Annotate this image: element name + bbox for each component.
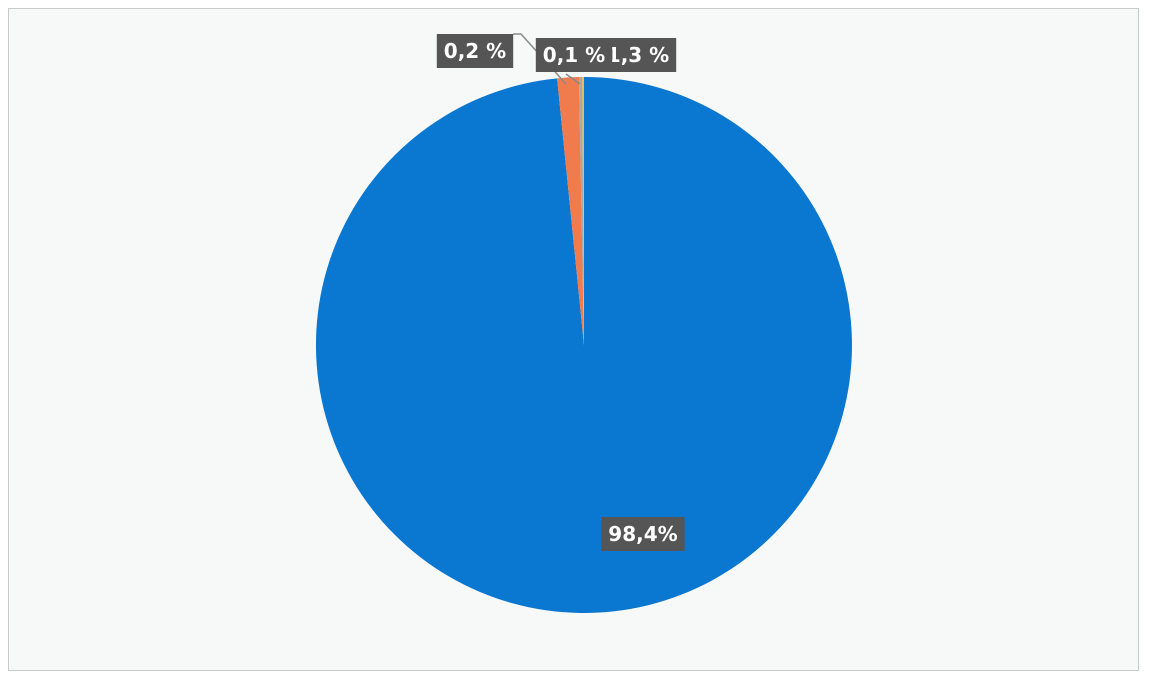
pie-slice-0 — [315, 77, 852, 613]
pie-slices — [315, 77, 852, 613]
data-label-3: 0,1 % — [535, 38, 613, 72]
data-label-text-0: 98,4% — [608, 522, 677, 546]
data-label-box-3 — [535, 38, 613, 72]
data-label-2: 0,2 % — [436, 34, 514, 68]
data-label-text-3: 0,1 % — [543, 43, 605, 67]
data-label-text-2: 0,2 % — [444, 39, 506, 63]
data-label-text-1: 1,3 % — [607, 43, 669, 67]
data-label-box-1 — [599, 38, 677, 72]
data-labels: 98,4% 1,3 % 0,2 % 0,1 % — [436, 34, 685, 551]
data-label-0: 98,4% — [601, 517, 685, 551]
data-label-1: 1,3 % — [599, 38, 677, 72]
data-label-box-0 — [601, 517, 685, 551]
leader-line-3 — [565, 73, 581, 85]
pie-slice-2 — [578, 77, 584, 345]
pie-slice-1 — [557, 77, 584, 346]
data-label-box-2 — [436, 34, 514, 68]
pie-slice-3 — [582, 77, 584, 345]
